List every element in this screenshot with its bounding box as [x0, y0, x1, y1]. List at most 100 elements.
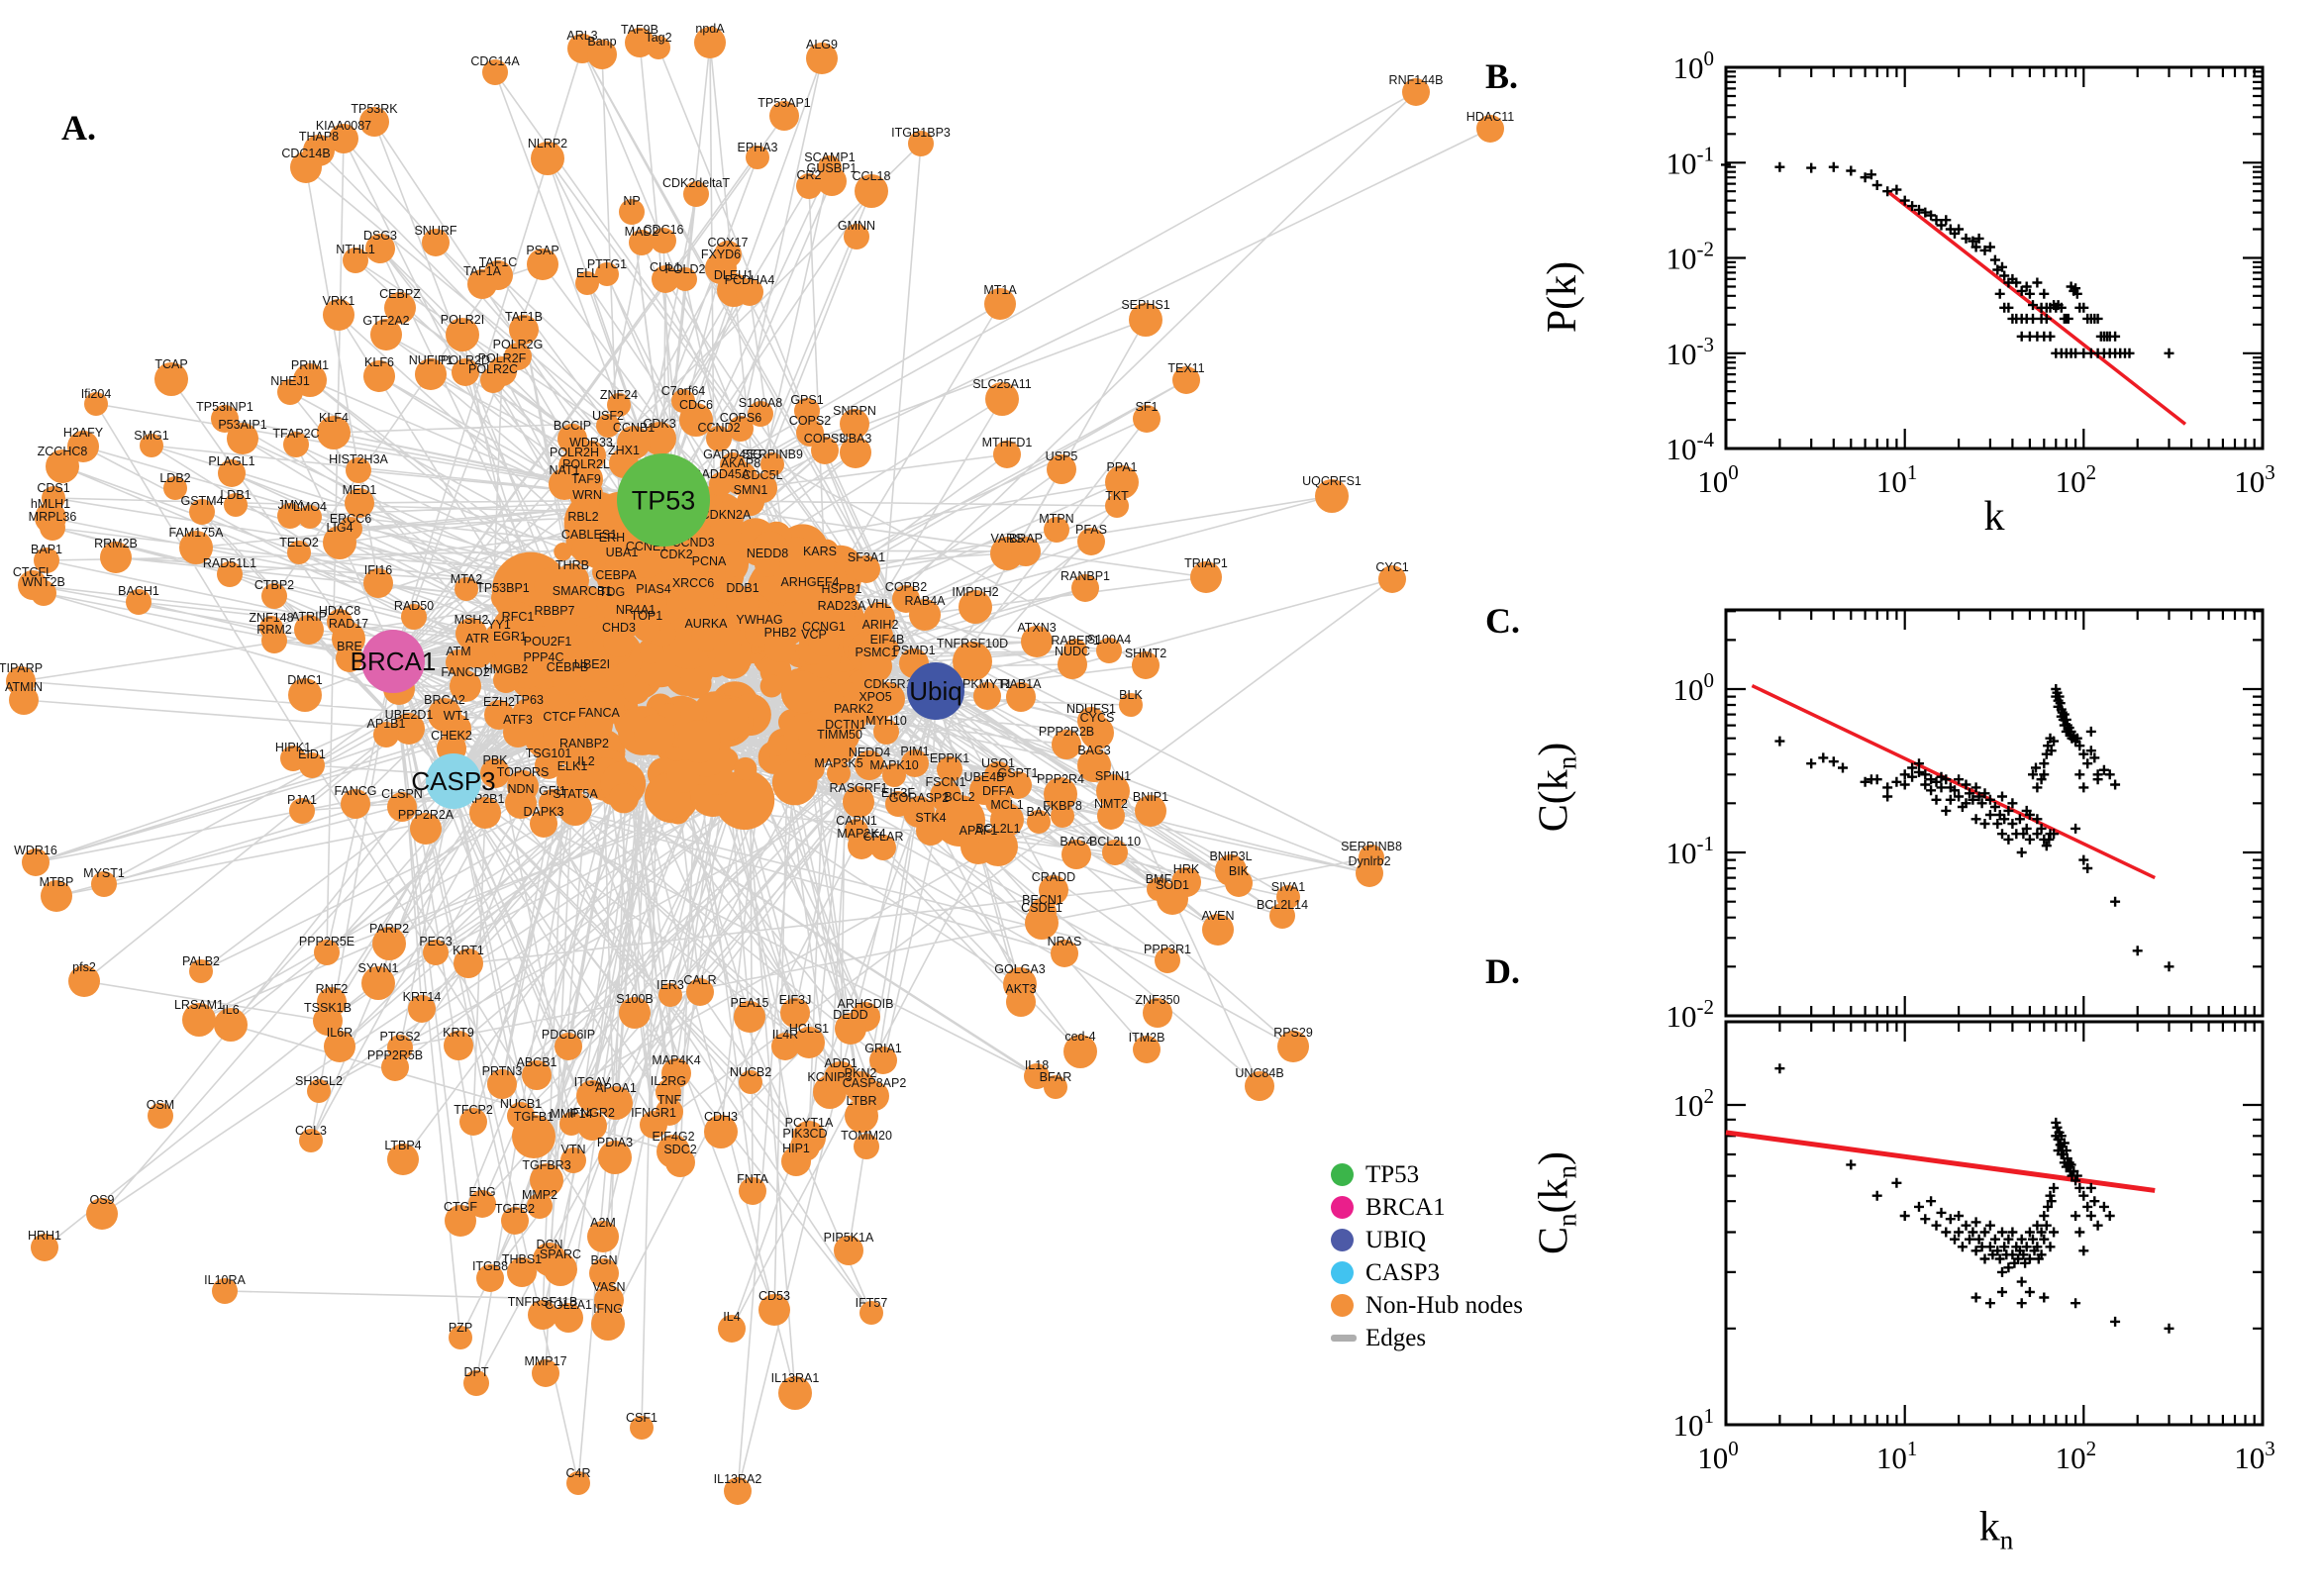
node-label: IL10RA	[204, 1273, 246, 1287]
network-node	[870, 835, 896, 860]
tick-label-x: 100	[1697, 1437, 1739, 1475]
network-node	[422, 229, 450, 256]
tp53-dot-icon	[1331, 1163, 1354, 1186]
node-label: CAPN1	[836, 814, 877, 828]
node-label: LRSAM1	[174, 998, 224, 1012]
casp3-dot-icon	[1331, 1261, 1354, 1284]
node-label: BNIP3L	[1209, 849, 1252, 863]
network-node	[724, 1477, 752, 1505]
network-node	[148, 1103, 173, 1129]
network-node	[585, 711, 613, 739]
network-node	[764, 631, 796, 662]
node-label: ARIH2	[862, 618, 899, 632]
node-label: TP63	[514, 693, 544, 707]
node-label: CDS1	[37, 481, 69, 495]
node-label: TGFB1	[514, 1110, 554, 1124]
network-node	[387, 1144, 419, 1175]
network-node	[840, 409, 869, 439]
node-label: STK4	[915, 811, 946, 825]
node-label: OSM	[147, 1098, 174, 1112]
node-label: IFNGR1	[631, 1106, 676, 1120]
node-label: MTHFD1	[982, 436, 1033, 449]
node-label: UBA3	[840, 432, 872, 446]
node-label: HMGB2	[484, 662, 529, 676]
node-label: APOA1	[595, 1081, 637, 1095]
network-node	[467, 269, 497, 299]
node-label: HIST2H3A	[329, 452, 388, 466]
node-label: APAF1	[960, 824, 998, 838]
node-label: TP53RK	[351, 102, 398, 116]
network-node	[1052, 730, 1081, 759]
node-label: IFT57	[856, 1296, 888, 1310]
node-label: PRIM1	[291, 358, 329, 372]
network-node	[503, 718, 533, 748]
network-node	[40, 515, 65, 541]
node-label: NMT2	[1094, 797, 1128, 811]
node-label: PALB2	[182, 954, 220, 968]
network-node	[9, 685, 39, 715]
node-label: BCL2L14	[1257, 898, 1308, 912]
node-label: BGN	[590, 1253, 617, 1267]
legend-label: CASP3	[1365, 1258, 1441, 1286]
network-node	[595, 262, 619, 286]
node-label: EIF4B	[870, 633, 905, 647]
axis-ticks	[1724, 1022, 2265, 1427]
node-label: EIF3J	[779, 993, 812, 1007]
node-label: GADD45G	[703, 448, 762, 461]
network-node	[494, 635, 526, 666]
network-node	[824, 733, 856, 764]
node-label: POLR2C	[468, 362, 518, 376]
node-label: ZNF148	[249, 611, 293, 625]
node-label: BLK	[1119, 688, 1143, 702]
node-label: HIPK1	[275, 741, 311, 754]
network-node	[543, 609, 566, 633]
node-label: SERPINB8	[1341, 840, 1402, 853]
network-node	[307, 1079, 331, 1103]
node-label: CRADD	[1032, 870, 1075, 884]
network-node	[574, 493, 600, 519]
network-node	[1096, 774, 1130, 808]
node-label: POLR2I	[441, 313, 484, 327]
network-node	[1021, 626, 1053, 657]
network-node	[480, 758, 510, 788]
node-label: COPS6	[720, 411, 761, 425]
network-node	[978, 827, 1018, 866]
node-label: LDB1	[220, 488, 251, 502]
node-label: CDC14B	[281, 147, 330, 160]
network-node	[1133, 1036, 1161, 1063]
node-label: MAD2	[625, 225, 659, 239]
network-node	[575, 271, 599, 295]
node-label: CASP8AP2	[843, 1076, 907, 1090]
node-label: NEDD4	[849, 746, 890, 759]
network-node	[370, 319, 402, 350]
legend-item-casp3: CASP3	[1331, 1256, 1523, 1289]
node-label: GFI1	[539, 784, 566, 798]
node-label: CDK2deltaT	[662, 176, 730, 190]
network-node	[718, 1315, 746, 1343]
network-node	[937, 756, 962, 782]
network-node	[728, 416, 754, 442]
network-node	[530, 1163, 563, 1197]
node-label: IL6R	[327, 1026, 353, 1040]
network-node	[528, 1300, 557, 1330]
node-label: KARS	[803, 545, 837, 558]
node-label: NUDC	[1055, 645, 1090, 658]
node-label: TNFRSF11B	[508, 1295, 578, 1309]
tick-label-y: 10-3	[1666, 333, 1715, 371]
network-node	[324, 1031, 355, 1062]
network-node	[1157, 883, 1188, 915]
node-label: ATXN3	[1017, 621, 1056, 635]
network-node	[1225, 869, 1253, 897]
node-label: hMLH1	[31, 497, 70, 511]
network-node	[781, 670, 824, 714]
network-node	[1039, 875, 1068, 905]
node-label: POLR2F	[478, 351, 527, 365]
hub-label-ubiq: Ubiq	[909, 676, 961, 706]
network-node	[599, 1086, 633, 1120]
node-label: XRCC6	[672, 576, 714, 590]
node-label: ZHX1	[608, 444, 640, 457]
network-node	[559, 1112, 583, 1136]
node-label: PARP2	[369, 922, 409, 936]
network-node	[973, 682, 1001, 710]
network-node	[345, 488, 374, 518]
